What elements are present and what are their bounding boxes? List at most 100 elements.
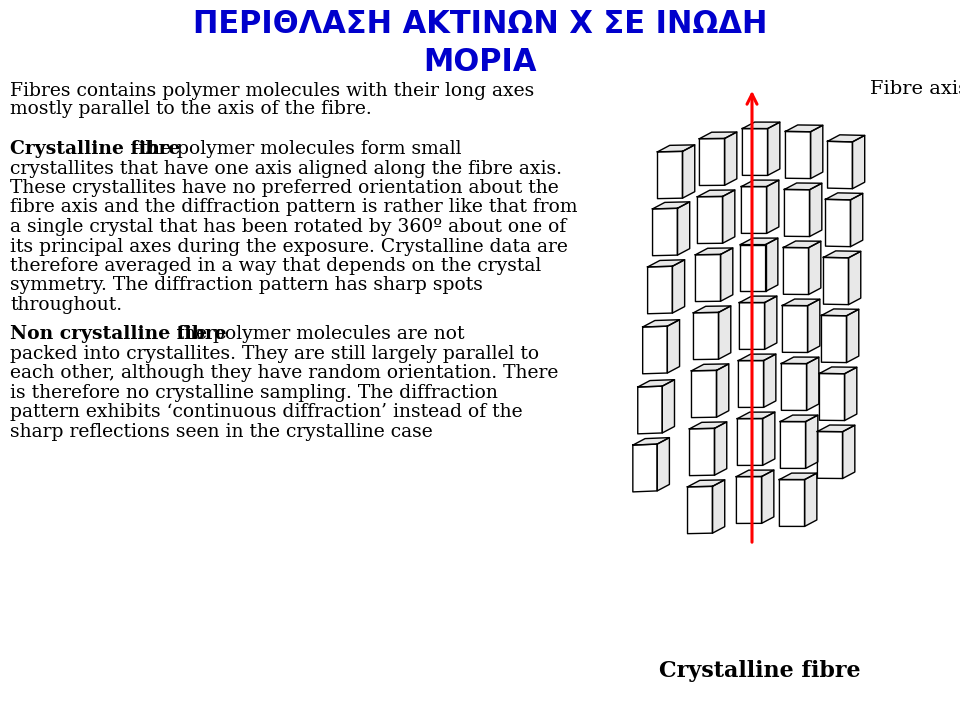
Polygon shape — [648, 266, 672, 314]
Text: is therefore no crystalline sampling. The diffraction: is therefore no crystalline sampling. Th… — [10, 384, 498, 401]
Polygon shape — [742, 122, 780, 129]
Polygon shape — [780, 479, 804, 527]
Polygon shape — [780, 421, 805, 469]
Text: therefore averaged in a way that depends on the crystal: therefore averaged in a way that depends… — [10, 257, 541, 275]
Polygon shape — [695, 248, 732, 255]
Text: ΠΕΡΙΘΛΑΣΗ ΑΚΤΙΝΩΝ Χ ΣΕ ΙΝΩΔΗ: ΠΕΡΙΘΛΑΣΗ ΑΚΤΙΝΩΝ Χ ΣΕ ΙΝΩΔΗ — [193, 10, 767, 39]
Polygon shape — [712, 480, 725, 533]
Polygon shape — [737, 412, 775, 418]
Text: throughout.: throughout. — [10, 296, 122, 314]
Text: symmetry. The diffraction pattern has sharp spots: symmetry. The diffraction pattern has sh… — [10, 277, 483, 295]
Polygon shape — [826, 193, 863, 200]
Polygon shape — [697, 196, 723, 244]
Polygon shape — [783, 241, 821, 248]
Polygon shape — [740, 244, 766, 292]
Polygon shape — [817, 425, 854, 432]
Polygon shape — [723, 190, 734, 244]
Polygon shape — [807, 299, 820, 353]
Polygon shape — [633, 444, 658, 492]
Text: -the polymer molecules form small: -the polymer molecules form small — [128, 140, 462, 158]
Polygon shape — [780, 473, 817, 479]
Polygon shape — [781, 357, 819, 364]
Polygon shape — [687, 486, 712, 534]
Polygon shape — [642, 326, 667, 374]
Polygon shape — [763, 354, 776, 407]
Polygon shape — [658, 152, 683, 199]
Polygon shape — [637, 386, 662, 434]
Text: fibre axis and the diffraction pattern is rather like that from: fibre axis and the diffraction pattern i… — [10, 198, 578, 217]
Polygon shape — [736, 470, 774, 476]
Polygon shape — [687, 480, 725, 487]
Polygon shape — [736, 476, 761, 523]
Text: Crystalline fibre: Crystalline fibre — [660, 660, 861, 682]
Polygon shape — [826, 200, 851, 246]
Polygon shape — [766, 238, 778, 292]
Polygon shape — [822, 309, 859, 316]
Polygon shape — [689, 422, 727, 429]
Polygon shape — [683, 145, 695, 198]
Polygon shape — [847, 309, 859, 362]
Polygon shape — [740, 238, 778, 244]
Polygon shape — [785, 132, 810, 178]
Polygon shape — [824, 251, 861, 258]
Polygon shape — [849, 251, 861, 304]
Polygon shape — [828, 135, 865, 142]
Polygon shape — [742, 129, 768, 176]
Polygon shape — [672, 260, 684, 313]
Polygon shape — [721, 248, 732, 301]
Polygon shape — [741, 187, 767, 234]
Polygon shape — [741, 180, 779, 187]
Polygon shape — [806, 357, 819, 411]
Polygon shape — [662, 379, 675, 433]
Polygon shape — [820, 373, 845, 421]
Polygon shape — [768, 122, 780, 176]
Polygon shape — [804, 473, 817, 527]
Text: Fibres contains polymer molecules with their long axes: Fibres contains polymer molecules with t… — [10, 82, 535, 100]
Polygon shape — [653, 202, 689, 209]
Polygon shape — [633, 438, 669, 445]
Polygon shape — [785, 125, 823, 132]
Polygon shape — [737, 418, 762, 465]
Text: These crystallites have no preferred orientation about the: These crystallites have no preferred ori… — [10, 179, 559, 197]
Polygon shape — [738, 354, 776, 360]
Polygon shape — [739, 302, 764, 350]
Polygon shape — [822, 316, 847, 362]
Text: - the polymer molecules are not: - the polymer molecules are not — [158, 325, 465, 343]
Text: Crystalline fibre: Crystalline fibre — [10, 140, 180, 158]
Polygon shape — [691, 364, 729, 371]
Polygon shape — [693, 306, 731, 313]
Text: sharp reflections seen in the crystalline case: sharp reflections seen in the crystallin… — [10, 423, 433, 441]
Text: each other, although they have random orientation. There: each other, although they have random or… — [10, 364, 559, 382]
Text: a single crystal that has been rotated by 360º about one of: a single crystal that has been rotated b… — [10, 218, 566, 236]
Text: crystallites that have one axis aligned along the fibre axis.: crystallites that have one axis aligned … — [10, 159, 562, 178]
Polygon shape — [824, 258, 849, 304]
Polygon shape — [805, 415, 818, 469]
Polygon shape — [648, 260, 684, 267]
Polygon shape — [783, 248, 808, 295]
Polygon shape — [718, 306, 731, 359]
Text: Fibre axis: Fibre axis — [870, 80, 960, 98]
Polygon shape — [784, 183, 822, 190]
Text: mostly parallel to the axis of the fibre.: mostly parallel to the axis of the fibre… — [10, 100, 372, 118]
Polygon shape — [817, 431, 843, 479]
Polygon shape — [738, 360, 763, 407]
Polygon shape — [767, 180, 779, 234]
Polygon shape — [637, 379, 675, 387]
Polygon shape — [843, 426, 854, 479]
Polygon shape — [658, 438, 669, 491]
Polygon shape — [764, 296, 777, 349]
Polygon shape — [716, 364, 729, 417]
Text: ΜΟΡΙΑ: ΜΟΡΙΑ — [423, 48, 537, 77]
Polygon shape — [810, 125, 823, 178]
Polygon shape — [761, 470, 774, 523]
Polygon shape — [780, 415, 818, 422]
Polygon shape — [700, 132, 737, 139]
Polygon shape — [851, 193, 863, 246]
Text: packed into crystallites. They are still largely parallel to: packed into crystallites. They are still… — [10, 345, 540, 362]
Polygon shape — [725, 132, 737, 185]
Polygon shape — [693, 312, 718, 360]
Polygon shape — [689, 428, 714, 476]
Text: pattern exhibits ‘continuous diffraction’ instead of the: pattern exhibits ‘continuous diffraction… — [10, 404, 522, 421]
Polygon shape — [808, 241, 821, 295]
Polygon shape — [809, 183, 822, 236]
